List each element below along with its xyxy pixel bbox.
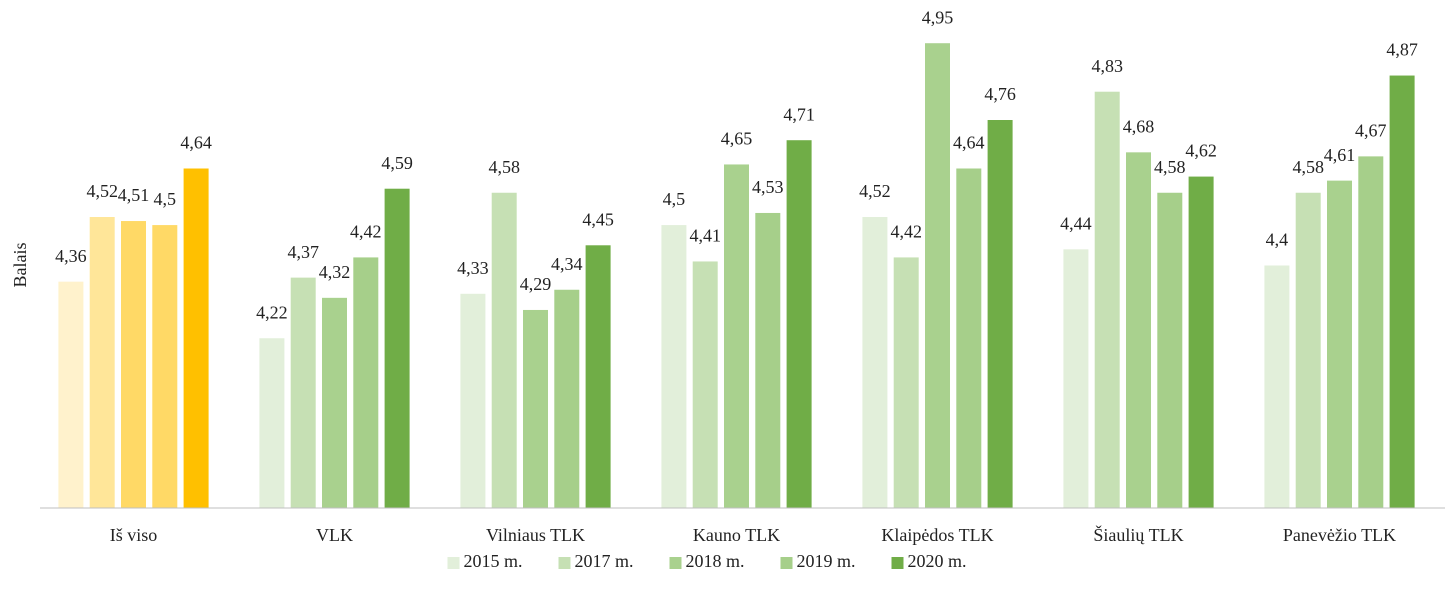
legend-swatch [891, 557, 904, 569]
value-label: 4,67 [1355, 121, 1387, 141]
value-label: 4,58 [1292, 157, 1324, 177]
value-label: 4,44 [1060, 213, 1092, 233]
bar [585, 245, 611, 508]
bar [925, 43, 950, 508]
value-label: 4,42 [890, 222, 922, 242]
value-label: 4,52 [86, 181, 118, 201]
bar [322, 297, 347, 508]
bar [183, 168, 209, 508]
value-label: 4,59 [381, 153, 413, 173]
bar [353, 257, 379, 508]
bar [523, 309, 548, 508]
bar [956, 168, 982, 508]
value-label: 4,58 [488, 157, 520, 177]
value-label: 4,33 [457, 258, 489, 278]
value-label: 4,51 [118, 185, 150, 205]
value-label: 4,68 [1123, 116, 1155, 136]
value-label: 4,95 [922, 7, 954, 27]
bar [661, 225, 687, 509]
value-label: 4,5 [154, 189, 177, 209]
value-label: 4,71 [783, 104, 815, 124]
bar [1188, 176, 1214, 509]
legend-swatch [447, 557, 460, 569]
value-label: 4,22 [256, 302, 288, 322]
value-label: 4,64 [180, 133, 212, 153]
x-tick-label: Šiaulių TLK [1093, 524, 1183, 545]
x-tick-label: Kauno TLK [693, 525, 780, 545]
value-label: 4,37 [287, 242, 319, 262]
legend-label: 2015 m. [464, 551, 523, 571]
bar [724, 164, 749, 509]
value-label: 4,61 [1324, 145, 1356, 165]
value-label: 4,36 [55, 246, 87, 266]
bar [554, 289, 580, 508]
legend-label: 2018 m. [686, 551, 745, 571]
legend-label: 2019 m. [797, 551, 856, 571]
value-label: 4,87 [1386, 40, 1418, 60]
value-label: 4,65 [721, 129, 753, 149]
bar [1389, 75, 1415, 509]
value-label: 4,45 [582, 209, 614, 229]
bar [152, 225, 178, 509]
legend-swatch [780, 557, 793, 569]
legend-swatch [558, 557, 571, 569]
bar [384, 188, 410, 509]
value-label: 4,41 [689, 226, 721, 246]
value-label: 4,53 [752, 177, 784, 197]
bar [1264, 265, 1290, 508]
value-label: 4,42 [350, 222, 382, 242]
bar [491, 192, 517, 508]
bar [89, 217, 115, 508]
bar [460, 293, 486, 508]
bar [786, 140, 812, 509]
bar [1327, 180, 1352, 508]
value-label: 4,5 [663, 189, 686, 209]
legend-label: 2020 m. [908, 551, 967, 571]
x-tick-label: VLK [316, 525, 353, 545]
x-tick-label: Klaipėdos TLK [881, 525, 993, 545]
legend-swatch [669, 557, 682, 569]
bar [1295, 192, 1321, 508]
bar [755, 212, 781, 509]
bar [987, 120, 1013, 508]
bar [1126, 152, 1151, 509]
value-label: 4,76 [984, 84, 1016, 104]
value-label: 4,32 [319, 262, 351, 282]
value-label: 4,64 [953, 133, 985, 153]
x-tick-label: Vilniaus TLK [486, 525, 585, 545]
bar [58, 281, 84, 508]
bar [1157, 192, 1183, 508]
value-label: 4,4 [1266, 230, 1289, 250]
x-tick-label: Panevėžio TLK [1283, 525, 1396, 545]
value-label: 4,58 [1154, 157, 1186, 177]
value-label: 4,34 [551, 254, 583, 274]
bar [862, 217, 888, 508]
bar [259, 338, 285, 508]
bar [1094, 91, 1120, 508]
value-label: 4,83 [1091, 56, 1123, 76]
value-label: 4,29 [520, 274, 552, 294]
bar [1063, 249, 1089, 509]
value-label: 4,52 [859, 181, 891, 201]
bar [893, 257, 919, 508]
legend-label: 2017 m. [575, 551, 634, 571]
bar [121, 221, 146, 508]
bar [692, 261, 718, 508]
bar [1358, 156, 1384, 508]
x-tick-label: Iš viso [110, 525, 158, 545]
y-axis-label: Balais [10, 243, 30, 288]
value-label: 4,62 [1185, 141, 1217, 161]
bar [290, 277, 316, 508]
